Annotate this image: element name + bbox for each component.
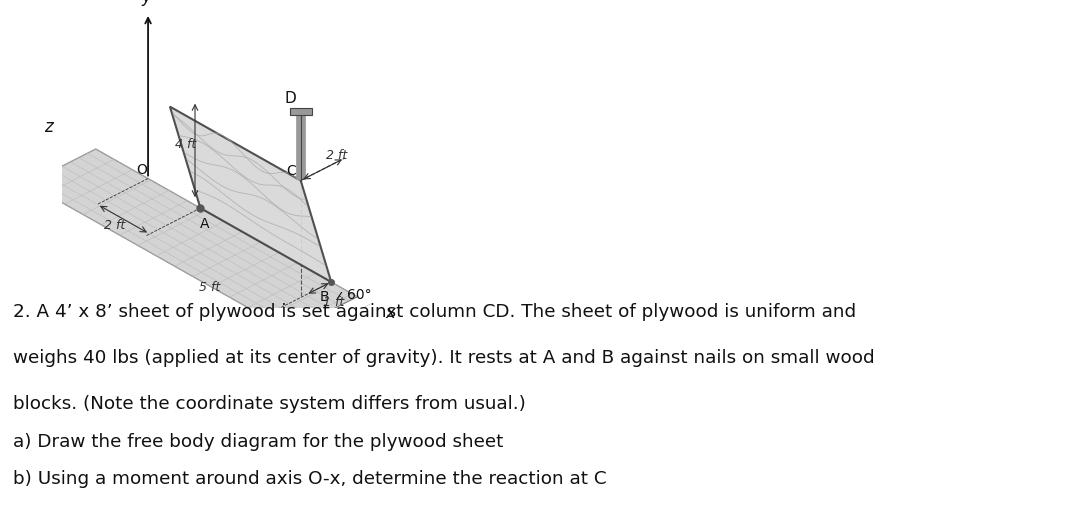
Text: $\angle$: $\angle$ xyxy=(333,289,344,302)
Text: weighs 40 lbs (applied at its center of gravity). It rests at A and B against na: weighs 40 lbs (applied at its center of … xyxy=(13,349,875,367)
Text: x: x xyxy=(385,304,396,322)
Text: D: D xyxy=(284,91,296,106)
Polygon shape xyxy=(170,107,331,282)
Text: z: z xyxy=(44,118,54,136)
Text: B: B xyxy=(321,290,330,304)
Text: 2. A 4’ x 8’ sheet of plywood is set against column CD. The sheet of plywood is : 2. A 4’ x 8’ sheet of plywood is set aga… xyxy=(13,303,855,321)
Text: y: y xyxy=(142,0,151,6)
Polygon shape xyxy=(289,108,312,114)
Text: a) Draw the free body diagram for the plywood sheet: a) Draw the free body diagram for the pl… xyxy=(13,433,503,451)
Polygon shape xyxy=(28,149,357,331)
Text: O: O xyxy=(136,163,147,177)
Text: 5 ft: 5 ft xyxy=(199,281,221,294)
Text: blocks. (Note the coordinate system differs from usual.): blocks. (Note the coordinate system diff… xyxy=(13,395,525,413)
Text: 2 ft: 2 ft xyxy=(104,219,124,232)
Text: 1 ft: 1 ft xyxy=(323,296,344,309)
Text: 2 ft: 2 ft xyxy=(326,149,347,163)
Text: A: A xyxy=(200,216,210,231)
Text: 60°: 60° xyxy=(347,288,372,303)
Text: b) Using a moment around axis O-x, determine the reaction at C: b) Using a moment around axis O-x, deter… xyxy=(13,470,607,488)
Text: 4 ft: 4 ft xyxy=(175,139,196,151)
Text: C: C xyxy=(286,164,296,178)
